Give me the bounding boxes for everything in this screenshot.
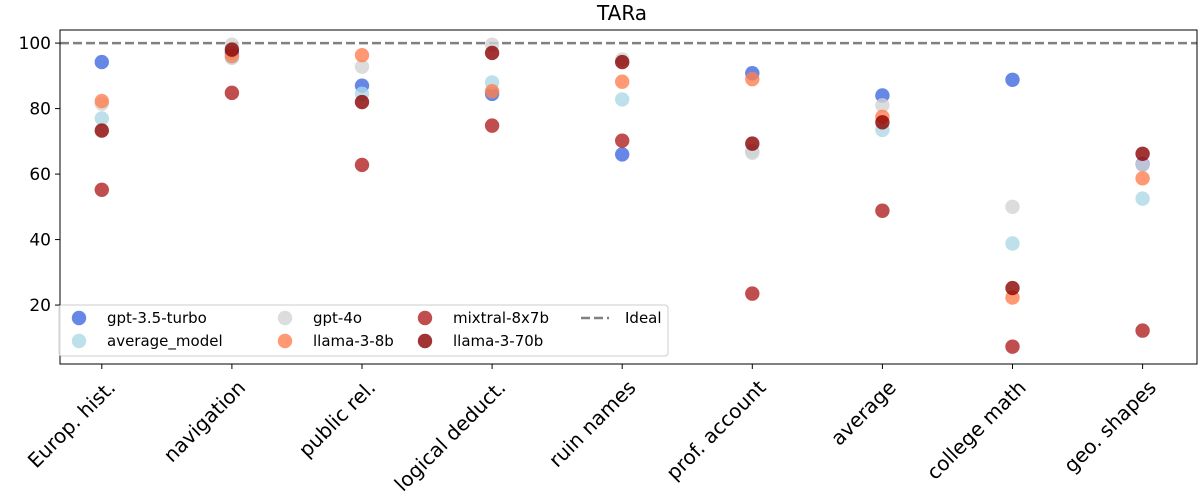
legend-marker-gpt-4o — [277, 310, 293, 326]
data-point-mixtral-8x7b — [354, 157, 370, 173]
data-point-mixtral-8x7b — [224, 85, 240, 101]
data-point-average_model — [94, 111, 110, 126]
data-point-gpt-3.5-turbo — [1005, 72, 1020, 87]
data-point-average_model — [1135, 191, 1150, 206]
y-axis-ticks: 20 40 60 80 100 — [19, 34, 60, 316]
data-point-mixtral-8x7b — [1005, 339, 1020, 354]
x-tick-label: average — [826, 375, 901, 450]
data-point-mixtral-8x7b — [875, 203, 890, 218]
data-point-gpt-3.5-turbo — [615, 147, 630, 162]
x-tick-label: logical deduct. — [390, 375, 511, 496]
y-tick-label: 100 — [19, 34, 51, 54]
data-point-llama-3-8b — [354, 48, 370, 63]
data-point-llama-3-70b — [94, 123, 110, 138]
data-point-llama-3-8b — [94, 93, 110, 109]
y-tick-label: 80 — [29, 100, 51, 120]
x-axis-ticks: Europ. hist. navigation public rel. logical… — [23, 364, 1161, 496]
data-point-mixtral-8x7b — [484, 118, 500, 133]
x-tick-label: Europ. hist. — [23, 375, 120, 472]
legend-marker-gpt-3.5-turbo — [71, 310, 87, 326]
data-point-gpt-4o — [875, 98, 890, 113]
data-point-llama-3-8b — [745, 71, 760, 87]
legend-label: gpt-4o — [313, 309, 362, 327]
y-tick-label: 40 — [29, 231, 51, 251]
data-point-gpt-4o — [1005, 199, 1020, 215]
legend-box — [58, 304, 669, 357]
data-point-llama-3-70b — [1005, 280, 1020, 296]
data-point-llama-3-70b — [354, 94, 370, 110]
data-point-mixtral-8x7b — [745, 286, 760, 301]
data-point-llama-3-8b — [615, 74, 630, 89]
data-point-llama-3-70b — [875, 115, 890, 130]
legend-marker-llama-3-70b — [417, 333, 433, 349]
data-point-average_model — [615, 92, 630, 107]
legend-label: gpt-3.5-turbo — [107, 309, 207, 327]
x-tick-label: prof. account — [661, 375, 770, 484]
data-point-llama-3-8b — [484, 84, 500, 99]
data-point-llama-3-70b — [1135, 146, 1150, 161]
data-point-llama-3-70b — [615, 54, 630, 70]
chart-title: TARa — [596, 1, 647, 25]
x-tick-label: public rel. — [294, 375, 381, 462]
y-tick-label: 20 — [29, 296, 51, 316]
data-point-mixtral-8x7b — [1135, 323, 1150, 338]
data-point-gpt-4o — [354, 59, 370, 74]
legend-marker-average_model — [71, 333, 87, 349]
data-point-llama-3-8b — [1135, 171, 1150, 186]
legend: gpt-3.5-turbo average_model gpt-4o llama-3-… — [58, 304, 669, 357]
legend-label: llama-3-8b — [313, 332, 394, 350]
legend-label: average_model — [107, 332, 223, 351]
data-point-mixtral-8x7b — [615, 133, 630, 148]
legend-marker-llama-3-8b — [277, 333, 293, 349]
legend-label: llama-3-70b — [453, 332, 543, 350]
legend-label: Ideal — [625, 309, 662, 327]
data-points — [94, 37, 1150, 354]
data-point-mixtral-8x7b — [94, 182, 110, 197]
x-tick-label: navigation — [159, 375, 251, 467]
x-tick-label: geo. shapes — [1059, 375, 1161, 477]
data-point-gpt-3.5-turbo — [94, 54, 110, 70]
x-tick-label: college math — [922, 375, 1031, 484]
y-tick-label: 60 — [29, 165, 51, 185]
plot-frame — [59, 29, 1198, 365]
data-point-llama-3-70b — [745, 136, 760, 151]
data-point-average_model — [1005, 236, 1020, 251]
data-point-llama-3-70b — [484, 45, 500, 61]
data-point-llama-3-70b — [224, 42, 240, 57]
x-tick-label: ruin names — [544, 375, 641, 472]
legend-marker-mixtral-8x7b — [417, 310, 433, 326]
legend-label: mixtral-8x7b — [453, 309, 549, 327]
data-point-gpt-4o — [1135, 157, 1150, 173]
